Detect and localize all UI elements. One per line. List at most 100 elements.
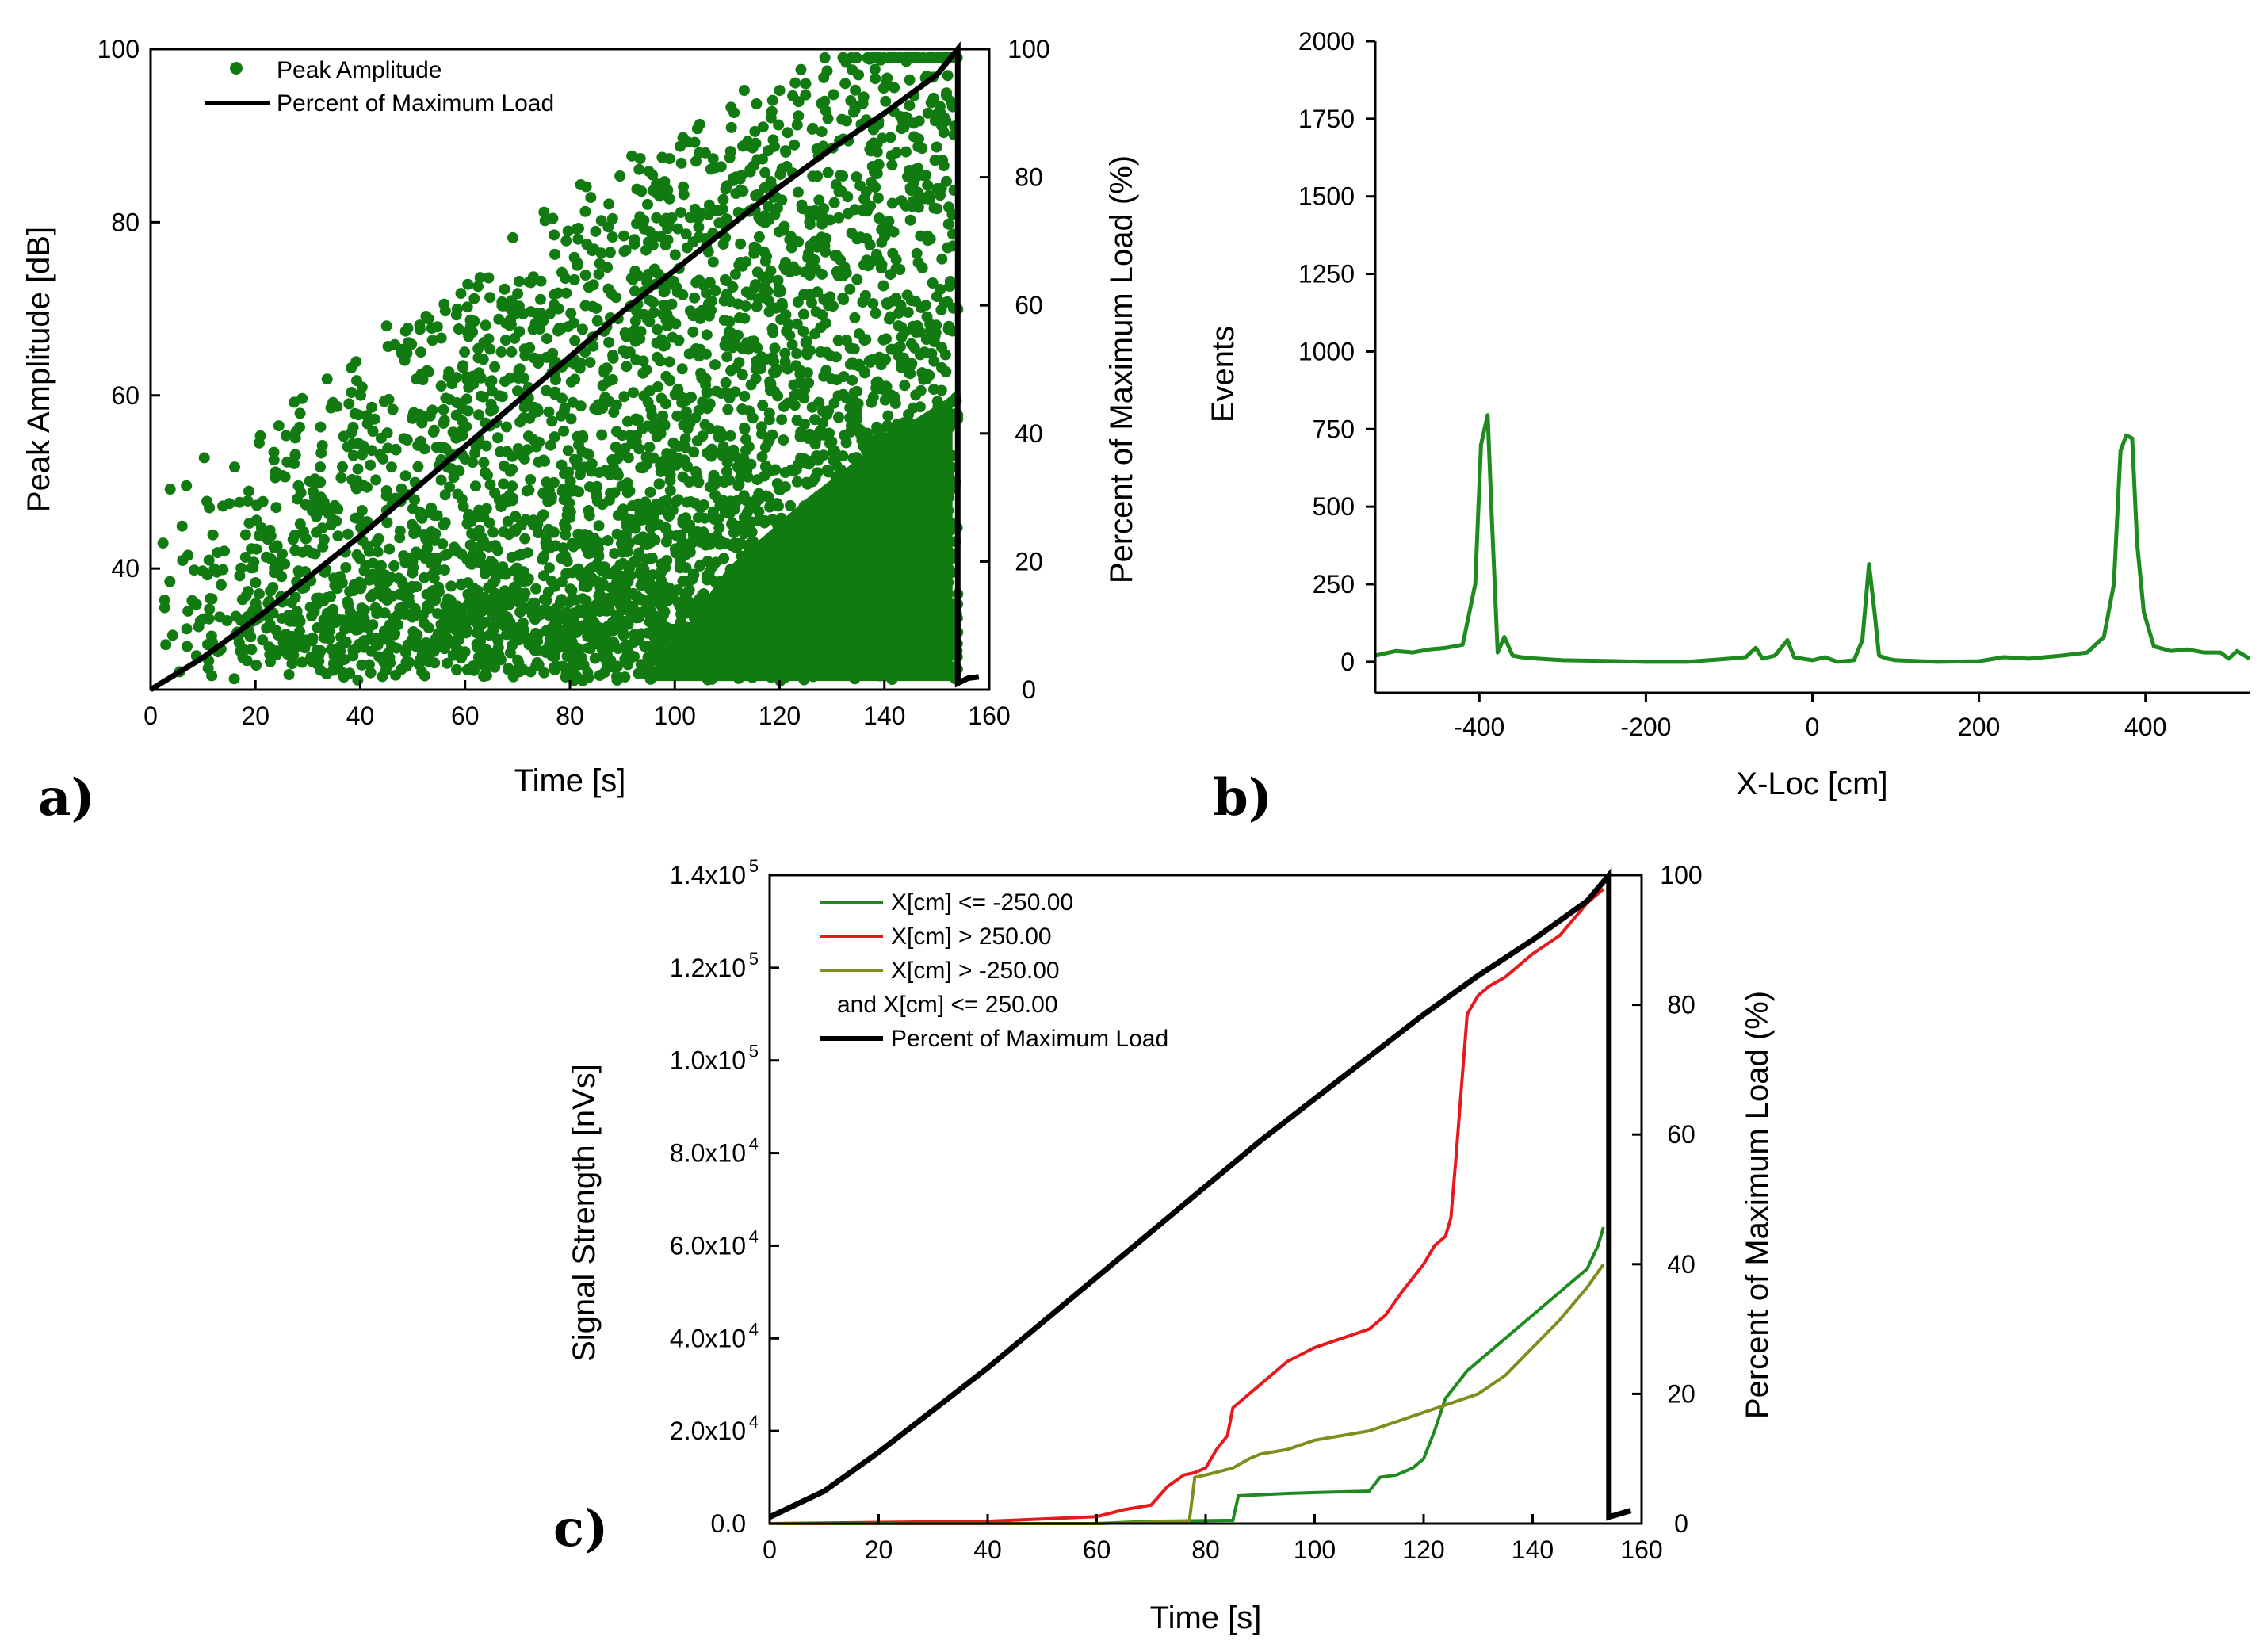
a-scatter-point [817,140,829,152]
a-scatter-point [753,506,765,518]
a-scatter-point [682,461,694,472]
a-scatter-point [625,514,637,526]
a-scatter-point [438,298,450,310]
a-y2-tick-label: 100 [1007,35,1049,63]
a-scatter-point [327,664,339,676]
a-scatter-point [675,157,687,169]
a-scatter-point [235,562,247,574]
a-scatter-point [782,127,793,139]
a-scatter-point [164,576,176,587]
a-scatter-point [250,543,262,555]
a-scatter-point [552,325,564,337]
a-scatter-point [689,497,701,509]
b-y-tick-label: 1750 [1298,105,1355,133]
a-scatter-point [406,518,418,530]
a-scatter-point [591,480,603,492]
a-scatter-point [484,343,496,355]
a-scatter-point [735,466,747,478]
a-scatter-point [606,231,618,243]
a-scatter-point [430,442,442,453]
b-y-tick-label: 1500 [1298,182,1355,211]
a-scatter-point [740,518,752,530]
panel-a-chart: 0 20 40 60 80 100 120 140 160 40 60 80 100 0 20 40 60 8… [21,35,1139,828]
a-scatter-point [904,100,916,112]
a-scatter-point [642,198,653,210]
a-scatter-point [461,663,473,675]
a-scatter-point [786,242,797,254]
a-scatter-point [725,365,737,377]
a-scatter-point [346,621,357,633]
a-scatter-point [530,583,542,595]
a-scatter-point [325,519,337,531]
a-scatter-point [419,553,431,564]
a-scatter-point [515,519,527,531]
a-scatter-point [391,642,403,654]
a-scatter-point [759,246,770,258]
a-y2-tick-label: 40 [1015,419,1043,448]
a-scatter-point [935,284,946,295]
a-scatter-point [854,231,866,243]
a-scatter-point [527,323,539,335]
a-scatter-point [915,384,927,396]
a-y-tick-label: 60 [111,381,140,410]
a-scatter-point [872,192,884,204]
a-scatter-point [380,320,392,332]
a-scatter-point [366,445,377,457]
a-scatter-point [885,150,897,162]
a-scatter-point [453,323,464,335]
a-scatter-point [866,176,877,188]
a-scatter-point [630,413,642,425]
a-scatter-point [657,410,669,422]
a-scatter-point [663,631,675,642]
a-scatter-point [377,591,388,602]
a-scatter-point [410,546,422,558]
a-scatter-point [709,446,721,458]
a-scatter-point [751,154,763,166]
a-scatter-point [518,623,529,635]
a-scatter-point [437,609,449,621]
a-scatter-point [236,594,248,606]
a-scatter-point [586,562,598,573]
a-scatter-point [285,597,297,609]
a-scatter-point [778,224,789,236]
c-legend-red-label: X[cm] > 250.00 [891,924,1052,950]
a-scatter-point [735,238,747,250]
a-scatter-point [646,410,658,421]
a-scatter-point [305,652,317,663]
a-scatter-point [304,476,315,488]
a-scatter-point [318,496,330,508]
a-scatter-point [489,487,501,499]
a-scatter-point [265,656,276,667]
a-scatter-point [493,313,505,325]
a-scatter-point [671,410,683,422]
a-scatter-point [904,368,916,380]
a-scatter-point [721,457,733,468]
a-scatter-point [315,421,327,433]
a-scatter-point [920,347,932,359]
a-scatter-point [912,201,924,213]
a-scatter-point [510,511,522,522]
a-scatter-point [840,392,852,404]
a-scatter-point [166,629,178,641]
a-scatter-point [422,366,434,378]
a-scatter-point [361,418,373,430]
c-y-tick-exponent: 5 [749,949,759,969]
a-scatter-point [830,178,842,190]
a-scatter-point [357,440,369,452]
a-scatter-point [751,98,763,109]
b-x-axis-label: X-Loc [cm] [1736,767,1887,801]
a-scatter-point [325,591,337,602]
a-scatter-point [295,487,307,499]
a-scatter-point [922,107,934,119]
a-scatter-point [624,605,636,617]
a-scatter-point [442,636,453,648]
a-scatter-point [401,434,413,446]
a-scatter-point [514,416,526,428]
a-scatter-point [655,355,666,367]
a-scatter-point [451,600,463,612]
a-scatter-point [609,548,621,560]
a-scatter-point [913,133,924,145]
a-scatter-point [859,367,870,379]
a-scatter-point [910,327,922,338]
a-scatter-point [802,433,814,444]
